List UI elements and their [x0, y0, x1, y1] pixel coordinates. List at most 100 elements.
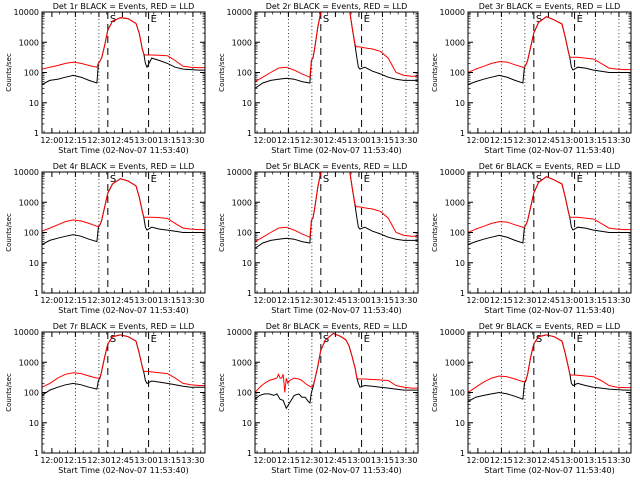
y-tick-label: 10 — [455, 99, 465, 108]
y-axis-label: Counts/sec — [431, 53, 439, 92]
x-tick-label: 12:30 — [513, 456, 536, 465]
y-tick-label: 1 — [34, 289, 39, 298]
x-tick-label: 12:15 — [64, 456, 87, 465]
y-tick-label: 1000 — [19, 38, 39, 47]
x-tick-label: 12:30 — [87, 456, 110, 465]
x-tick-label: 13:15 — [158, 456, 181, 465]
marker-label-s: S — [323, 174, 329, 185]
y-axis-label: Counts/sec — [218, 53, 226, 92]
x-tick-label: 13:15 — [158, 136, 181, 145]
y-tick-label: 10 — [455, 259, 465, 268]
y-tick-label: 10 — [242, 259, 252, 268]
series-group — [255, 332, 418, 410]
panel-title: Det 5r BLACK = Events, RED = LLD — [266, 162, 408, 171]
x-tick-label: 12:45 — [537, 136, 560, 145]
marker-label-e: E — [151, 174, 157, 185]
x-tick-label: 13:30 — [394, 296, 417, 305]
x-tick-label: 13:00 — [134, 456, 157, 465]
panel-title: Det 3r BLACK = Events, RED = LLD — [479, 2, 621, 11]
x-tick-label: 12:15 — [277, 456, 300, 465]
marker-label-e: E — [364, 334, 370, 345]
x-axis-label: Start Time (02-Nov-07 11:53:40) — [58, 146, 188, 155]
panel-1: Det 1r BLACK = Events, RED = LLD S E 1 10 100… — [5, 2, 206, 155]
series-group — [42, 334, 205, 396]
marker-label-s: S — [536, 334, 542, 345]
x-tick-label: 13:30 — [607, 136, 630, 145]
y-axis-label: Counts/sec — [5, 213, 13, 252]
panel-9: Det 9r BLACK = Events, RED = LLD S E 1 10 100… — [431, 322, 632, 475]
y-tick-label: 100 — [237, 69, 252, 78]
marker-label-e: E — [364, 14, 370, 25]
y-tick-label: 100 — [24, 389, 39, 398]
x-tick-label: 12:15 — [490, 136, 513, 145]
x-axis-label: Start Time (02-Nov-07 11:53:40) — [271, 306, 401, 315]
y-tick-label: 10000 — [227, 8, 252, 17]
x-tick-label: 13:00 — [347, 456, 370, 465]
series-lld-line — [255, 172, 418, 243]
x-tick-label: 12:00 — [466, 296, 489, 305]
x-tick-label: 12:30 — [87, 136, 110, 145]
x-tick-label: 12:15 — [490, 456, 513, 465]
panel-6: Det 6r BLACK = Events, RED = LLD S E 1 10 100… — [431, 162, 632, 315]
series-group — [255, 172, 418, 249]
panel-5: Det 5r BLACK = Events, RED = LLD S E 1 10 100… — [218, 162, 419, 315]
y-tick-label: 100 — [237, 389, 252, 398]
x-tick-label: 12:45 — [111, 296, 134, 305]
x-tick-label: 13:30 — [394, 456, 417, 465]
y-tick-label: 100 — [450, 69, 465, 78]
x-tick-label: 12:00 — [253, 136, 276, 145]
x-tick-label: 12:45 — [324, 136, 347, 145]
x-tick-label: 12:15 — [64, 136, 87, 145]
x-tick-label: 13:00 — [134, 296, 157, 305]
y-axis-label: Counts/sec — [431, 373, 439, 412]
x-tick-label: 12:30 — [300, 136, 323, 145]
x-tick-label: 12:00 — [40, 136, 63, 145]
series-lld-line — [42, 334, 205, 388]
y-tick-label: 10 — [29, 99, 39, 108]
panel-title: Det 1r BLACK = Events, RED = LLD — [53, 2, 195, 11]
y-tick-label: 100 — [237, 229, 252, 238]
y-tick-label: 1 — [460, 289, 465, 298]
x-tick-label: 12:45 — [111, 456, 134, 465]
y-tick-label: 1 — [460, 129, 465, 138]
x-tick-label: 12:45 — [111, 136, 134, 145]
x-axis-label: Start Time (02-Nov-07 11:53:40) — [484, 466, 614, 475]
x-tick-label: 13:00 — [347, 136, 370, 145]
marker-label-s: S — [110, 334, 116, 345]
x-tick-label: 12:00 — [40, 296, 63, 305]
x-tick-label: 13:00 — [134, 136, 157, 145]
panel-4: Det 4r BLACK = Events, RED = LLD S E 1 10 100… — [5, 162, 206, 315]
marker-label-s: S — [323, 14, 329, 25]
series-lld-line — [255, 12, 418, 83]
y-tick-label: 10000 — [14, 328, 39, 337]
x-tick-label: 12:15 — [64, 296, 87, 305]
panel-title: Det 8r BLACK = Events, RED = LLD — [266, 322, 408, 331]
y-tick-label: 1 — [247, 129, 252, 138]
y-tick-label: 10 — [242, 419, 252, 428]
x-axis-label: Start Time (02-Nov-07 11:53:40) — [58, 306, 188, 315]
series-lld-line — [255, 332, 418, 393]
x-axis-label: Start Time (02-Nov-07 11:53:40) — [484, 306, 614, 315]
panel-title: Det 7r BLACK = Events, RED = LLD — [53, 322, 195, 331]
y-tick-label: 1000 — [19, 198, 39, 207]
panel-title: Det 9r BLACK = Events, RED = LLD — [479, 322, 621, 331]
x-tick-label: 12:15 — [277, 136, 300, 145]
y-axis-label: Counts/sec — [5, 53, 13, 92]
series-group — [468, 16, 631, 85]
y-tick-label: 10000 — [14, 8, 39, 17]
y-tick-label: 10000 — [440, 8, 465, 17]
marker-label-s: S — [110, 14, 116, 25]
x-tick-label: 12:45 — [537, 296, 560, 305]
y-tick-label: 1000 — [445, 38, 465, 47]
x-tick-label: 13:15 — [371, 136, 394, 145]
y-tick-label: 100 — [450, 389, 465, 398]
series-group — [468, 176, 631, 245]
y-tick-label: 1000 — [232, 198, 252, 207]
x-tick-label: 12:00 — [253, 296, 276, 305]
series-group — [468, 334, 631, 403]
x-tick-label: 13:30 — [181, 136, 204, 145]
marker-label-s: S — [536, 14, 542, 25]
y-tick-label: 10 — [242, 99, 252, 108]
